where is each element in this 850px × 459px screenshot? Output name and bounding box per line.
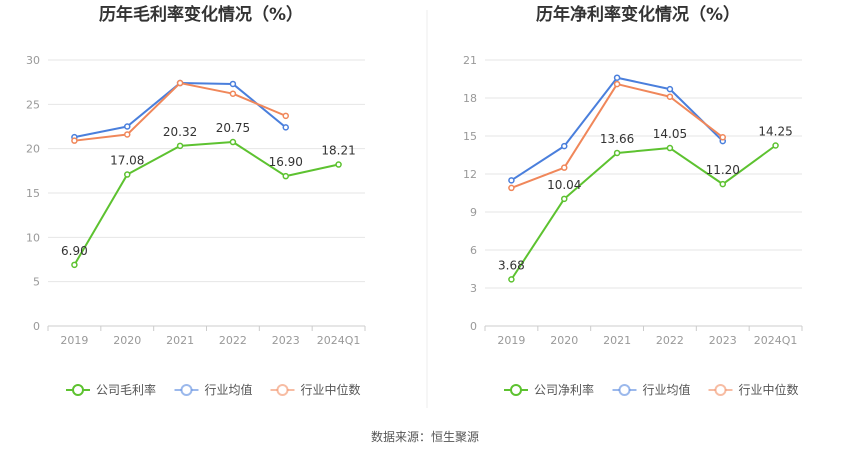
x-tick-label: 2023 — [709, 334, 737, 347]
y-tick-label: 18 — [463, 92, 477, 105]
data-point — [282, 112, 289, 120]
data-point — [229, 90, 237, 97]
legend-label: 行业中位数 — [301, 382, 361, 397]
y-tick-label: 3 — [470, 282, 477, 295]
legend-swatch-marker — [72, 384, 84, 396]
x-tick-label: 2022 — [656, 334, 684, 347]
y-tick-label: 0 — [470, 320, 477, 333]
legend-label: 行业均值 — [205, 382, 253, 397]
data-point — [561, 164, 568, 171]
data-point — [613, 149, 621, 157]
series-line — [510, 76, 724, 182]
chart-title: 历年净利率变化情况（%） — [536, 4, 740, 25]
x-tick-label: 2019 — [60, 334, 88, 347]
y-tick-label: 21 — [463, 54, 477, 67]
legend-swatch-marker — [714, 384, 727, 396]
data-source-note: 数据来源：恒生聚源 — [370, 430, 479, 444]
series-line — [73, 141, 339, 266]
data-point — [124, 123, 131, 130]
data-point — [508, 276, 515, 283]
data-point — [282, 124, 289, 131]
data-point — [124, 131, 131, 138]
data-point — [719, 134, 726, 141]
x-tick-label: 2024Q1 — [317, 334, 361, 347]
data-point — [335, 161, 342, 168]
y-tick-label: 15 — [463, 130, 477, 143]
data-point — [71, 261, 78, 269]
data-point — [508, 184, 515, 192]
y-tick-label: 20 — [26, 143, 40, 156]
x-tick-label: 2023 — [272, 334, 300, 347]
data-label: 11.20 — [706, 163, 740, 177]
gross-margin-chart: 历年毛利率变化情况（%） 0 5 10 15 20 25 30 2019 2020 2021 2022… — [26, 4, 366, 397]
net-margin-chart: 历年净利率变化情况（%） 0 3 6 9 12 15 18 21 2019 2020 2021 2022… — [463, 4, 803, 397]
data-label: 20.75 — [216, 121, 250, 135]
y-tick-label: 25 — [26, 98, 40, 111]
data-point — [613, 74, 621, 81]
data-point — [772, 142, 779, 149]
data-label: 14.25 — [758, 125, 792, 139]
data-label: 18.21 — [321, 144, 355, 158]
data-point — [666, 85, 674, 93]
y-tick-label: 9 — [470, 206, 477, 219]
data-label: 17.08 — [110, 154, 144, 168]
x-tick-label: 2021 — [603, 334, 631, 347]
data-label: 13.66 — [600, 132, 634, 146]
data-point — [124, 171, 131, 178]
data-point — [71, 137, 78, 144]
data-point — [561, 142, 568, 150]
y-tick-label: 12 — [463, 168, 477, 181]
y-tick-label: 5 — [33, 276, 40, 289]
legend-label: 公司净利率 — [534, 382, 594, 397]
series-line — [510, 144, 777, 280]
x-tick-label: 2020 — [550, 334, 578, 347]
y-tick-label: 30 — [26, 54, 40, 67]
data-label: 20.32 — [163, 125, 197, 139]
legend-swatch-marker — [276, 384, 289, 396]
data-label: 16.90 — [269, 155, 303, 169]
legend-swatch-marker — [180, 384, 193, 396]
data-point — [666, 93, 674, 100]
legend-label: 行业中位数 — [739, 382, 799, 397]
y-tick-label: 15 — [26, 187, 40, 200]
x-tick-label: 2021 — [166, 334, 194, 347]
x-tick-label: 2020 — [113, 334, 141, 347]
data-label: 10.04 — [547, 178, 581, 192]
data-point — [719, 180, 726, 188]
data-point — [176, 79, 184, 87]
x-tick-label: 2019 — [497, 334, 525, 347]
x-tick-label: 2022 — [219, 334, 247, 347]
x-tick-label: 2024Q1 — [754, 334, 798, 347]
data-point — [613, 80, 621, 88]
data-point — [282, 172, 289, 180]
y-tick-label: 10 — [26, 231, 40, 244]
data-label: 14.05 — [653, 127, 687, 141]
legend-label: 公司毛利率 — [96, 382, 156, 397]
data-point — [561, 195, 568, 203]
data-point — [508, 177, 515, 184]
y-tick-label: 6 — [470, 244, 477, 257]
legend-swatch-marker — [618, 384, 631, 396]
y-tick-label: 0 — [33, 320, 40, 333]
data-label: 6.90 — [61, 244, 88, 258]
data-point — [666, 144, 674, 152]
data-point — [229, 80, 237, 88]
legend-label: 行业均值 — [643, 382, 691, 397]
data-point — [229, 138, 237, 146]
legend-swatch-marker — [510, 384, 522, 396]
data-point — [176, 142, 184, 150]
data-label: 3.68 — [498, 258, 525, 272]
chart-title: 历年毛利率变化情况（%） — [99, 4, 303, 25]
